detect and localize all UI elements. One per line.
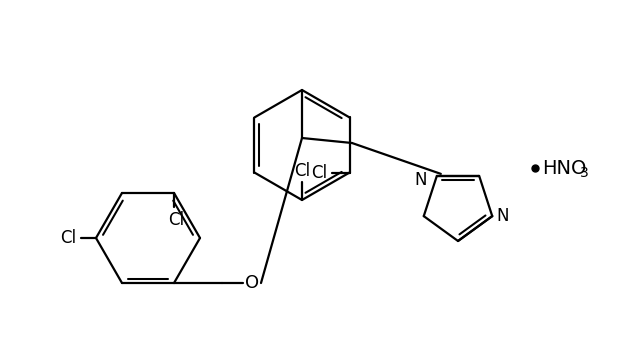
Text: Cl: Cl: [294, 162, 310, 180]
Text: O: O: [245, 274, 259, 292]
Text: Cl: Cl: [60, 229, 76, 247]
Text: Cl: Cl: [168, 211, 184, 229]
Text: 3: 3: [580, 166, 589, 180]
Text: N: N: [496, 207, 509, 225]
Text: N: N: [414, 171, 427, 189]
Text: Cl: Cl: [312, 164, 328, 181]
Text: HNO: HNO: [542, 158, 586, 178]
